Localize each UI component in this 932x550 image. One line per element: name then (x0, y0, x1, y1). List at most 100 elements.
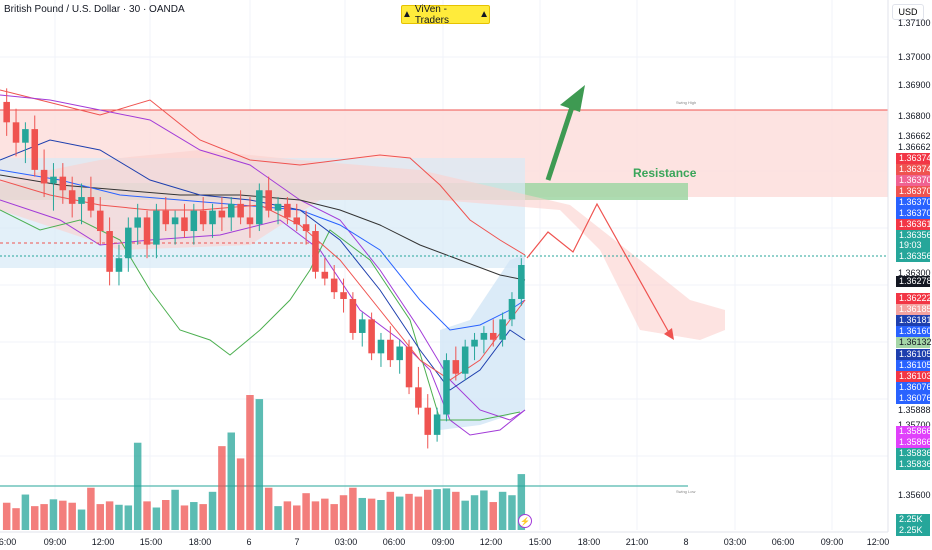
time-tick: 12:00 (866, 537, 890, 547)
candle (134, 217, 141, 228)
countdown-label: 19:03 (896, 240, 930, 251)
price-label: 1.36374 (896, 164, 932, 175)
volume-bar (470, 495, 479, 530)
candle (50, 176, 57, 184)
symbol-title[interactable]: British Pound / U.S. Dollar · 30 · OANDA (4, 4, 185, 15)
price-label: 1.36160 (896, 326, 932, 337)
swing-high-label: Swing High (676, 100, 697, 105)
volume-bar (480, 490, 488, 530)
candle (340, 292, 347, 299)
candle (312, 231, 319, 272)
price-tick: 1.36300 (898, 268, 931, 278)
price-label: 1.36181 (896, 315, 932, 326)
volume-bar (59, 500, 67, 530)
volume-bar (498, 491, 507, 530)
volume-bar (302, 493, 310, 530)
candle (461, 346, 469, 374)
candle (218, 210, 226, 218)
candle (209, 210, 216, 225)
volume-bar (77, 509, 86, 530)
volume-bar (321, 498, 329, 530)
candle (227, 203, 235, 218)
candle (358, 319, 366, 333)
currency-button[interactable]: USD (892, 4, 924, 20)
candle (237, 203, 244, 218)
volume-bar (12, 508, 20, 530)
volume-bar (395, 496, 404, 530)
volume-bar (96, 504, 104, 530)
candle (349, 298, 357, 333)
time-tick: 09:00 (43, 537, 67, 547)
time-tick: 09:00 (431, 537, 455, 547)
volume-bar (68, 502, 76, 530)
volume-bar (21, 494, 30, 530)
viven-traders-badge[interactable]: ▲ ViVen - Traders ▲ (401, 3, 490, 26)
candle (125, 227, 132, 259)
candle (433, 414, 441, 435)
candle (302, 224, 310, 232)
candle (424, 407, 432, 435)
volume-bar (424, 489, 432, 530)
price-label: 1.36370 (896, 208, 932, 219)
volume-bar (442, 488, 451, 530)
candle (443, 360, 450, 415)
volume-bar (452, 491, 460, 530)
candle (256, 190, 263, 225)
candle (246, 217, 254, 225)
time-tick: 06:00 (0, 537, 17, 547)
volume-bar (508, 495, 516, 530)
candle (415, 387, 422, 408)
volume-bar (339, 495, 348, 530)
candle (115, 258, 123, 272)
price-label: 1.36370 (896, 175, 932, 186)
candle (143, 217, 151, 245)
arrow-up-head (560, 85, 585, 112)
candle (171, 217, 179, 225)
candle (330, 278, 338, 293)
triangle-icon: ▲ (479, 9, 489, 20)
volume-bar (283, 501, 292, 530)
volume-bar (461, 500, 469, 530)
price-label: 1.36132 (896, 337, 932, 348)
volume-bar (180, 505, 189, 530)
resistance-label: Resistance (633, 166, 697, 180)
volume-bar (143, 501, 151, 530)
candle (22, 129, 29, 143)
bolt-icon[interactable]: ⚡ (518, 514, 532, 528)
volume-bar (236, 458, 245, 530)
volume-bar (227, 432, 235, 530)
candle (265, 190, 272, 211)
price-label: 1.36076 (896, 382, 932, 393)
candle (3, 101, 10, 123)
volume-bar (190, 502, 198, 530)
candles (3, 88, 525, 449)
volume-bar (171, 489, 179, 530)
candle (489, 332, 497, 340)
price-label: 1.36105 (896, 360, 932, 371)
volume-bar (133, 442, 142, 530)
candle (153, 210, 160, 245)
price-label: 1.36185 (896, 304, 932, 315)
candle (68, 190, 76, 204)
candle (508, 298, 516, 320)
volume-bar (49, 499, 58, 530)
volume-bar (218, 446, 226, 530)
volume-bar (274, 506, 282, 530)
time-tick: 15:00 (139, 537, 163, 547)
price-tick: 1.36900 (898, 80, 931, 90)
volume-bar (246, 395, 254, 530)
time-tick: 03:00 (723, 537, 747, 547)
badge-label: ViVen - Traders (414, 3, 449, 26)
purple-envelope (0, 94, 526, 421)
price-tick: 1.36662 (898, 131, 931, 141)
candle (396, 346, 403, 361)
time-tick: 6 (246, 537, 252, 547)
volume-bar (152, 507, 161, 530)
price-label: 1.36103 (896, 371, 932, 382)
price-label: 1.36374 (896, 153, 932, 164)
price-tick: 1.35700 (898, 420, 931, 430)
volume-bar (115, 504, 123, 530)
time-tick: 18:00 (188, 537, 212, 547)
volatility-band (440, 255, 525, 430)
